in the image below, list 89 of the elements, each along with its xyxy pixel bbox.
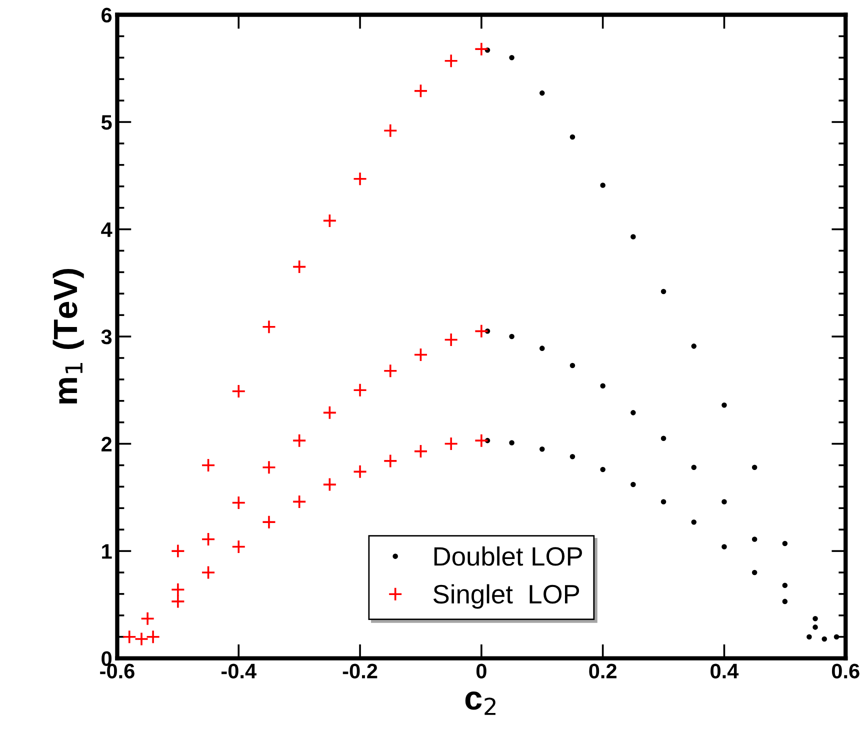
point [322, 477, 337, 492]
point [539, 346, 545, 351]
point [782, 598, 788, 604]
point [570, 454, 576, 460]
point [170, 544, 186, 558]
point [262, 320, 276, 334]
point [231, 496, 246, 510]
point [660, 436, 666, 442]
legend-label: Singlet LOP [433, 584, 580, 609]
point [444, 436, 458, 451]
y-tick-label: 3 [101, 330, 112, 344]
point [231, 540, 246, 554]
point [509, 440, 514, 446]
point [383, 454, 398, 468]
point [383, 123, 398, 138]
point [201, 565, 216, 580]
point [570, 134, 576, 140]
point [474, 42, 489, 56]
point [134, 632, 149, 646]
point [262, 460, 276, 475]
point [691, 344, 697, 349]
point [383, 364, 398, 378]
point [170, 582, 186, 597]
point [231, 384, 246, 398]
point [474, 324, 489, 338]
point [352, 464, 368, 479]
point [352, 383, 368, 398]
point [722, 544, 727, 550]
point [539, 446, 545, 452]
point [262, 514, 276, 530]
point [630, 234, 636, 240]
point [414, 444, 428, 458]
point [292, 260, 306, 274]
point [322, 214, 337, 228]
point [352, 172, 368, 186]
y-tick-label: 1 [102, 544, 112, 559]
point [782, 540, 788, 546]
point [630, 482, 636, 488]
point [722, 499, 727, 504]
point [691, 519, 697, 525]
point [322, 406, 337, 420]
point [782, 582, 788, 588]
point [600, 383, 606, 389]
point [834, 634, 840, 640]
point [170, 594, 186, 609]
point [414, 348, 428, 362]
point [146, 630, 160, 644]
point [444, 332, 458, 347]
point [812, 616, 818, 622]
point [660, 288, 666, 294]
point [414, 84, 428, 98]
point [201, 532, 216, 546]
point [691, 464, 697, 470]
point [630, 410, 636, 416]
x-tick-label: -0.6 [100, 664, 134, 678]
point [122, 630, 137, 644]
point [509, 55, 514, 60]
point [600, 466, 606, 472]
point [140, 611, 155, 626]
point [292, 433, 306, 448]
point [812, 624, 818, 630]
y-tick-label: 6 [102, 8, 112, 23]
point [201, 458, 216, 472]
point [570, 362, 576, 368]
x-tick-label: -0.2 [342, 664, 378, 678]
y-tick-label: 2 [102, 436, 112, 452]
y-tick-label: 5 [101, 115, 112, 130]
x-tick-label: 0.4 [710, 664, 739, 678]
x-tick-label: 0.2 [589, 664, 616, 678]
x-axis-title: c$_{2}$ [465, 692, 496, 715]
point [660, 499, 666, 504]
point [539, 90, 545, 96]
x-tick-label: -0.4 [221, 664, 256, 678]
point [722, 402, 727, 408]
point [752, 536, 758, 542]
y-tick-label: 4 [101, 222, 112, 237]
point [822, 636, 828, 642]
point [600, 182, 606, 188]
point [444, 54, 458, 68]
point [474, 433, 489, 448]
point [752, 570, 758, 576]
x-tick-label: 0 [476, 664, 486, 678]
point [752, 464, 758, 470]
x-tick-label: 0.6 [832, 664, 860, 678]
point [806, 634, 812, 640]
y-axis-title: m$_{1}$ (TeV) [52, 269, 84, 404]
point [292, 494, 306, 509]
legend-label: Doublet LOP [434, 546, 582, 566]
point [509, 334, 514, 340]
